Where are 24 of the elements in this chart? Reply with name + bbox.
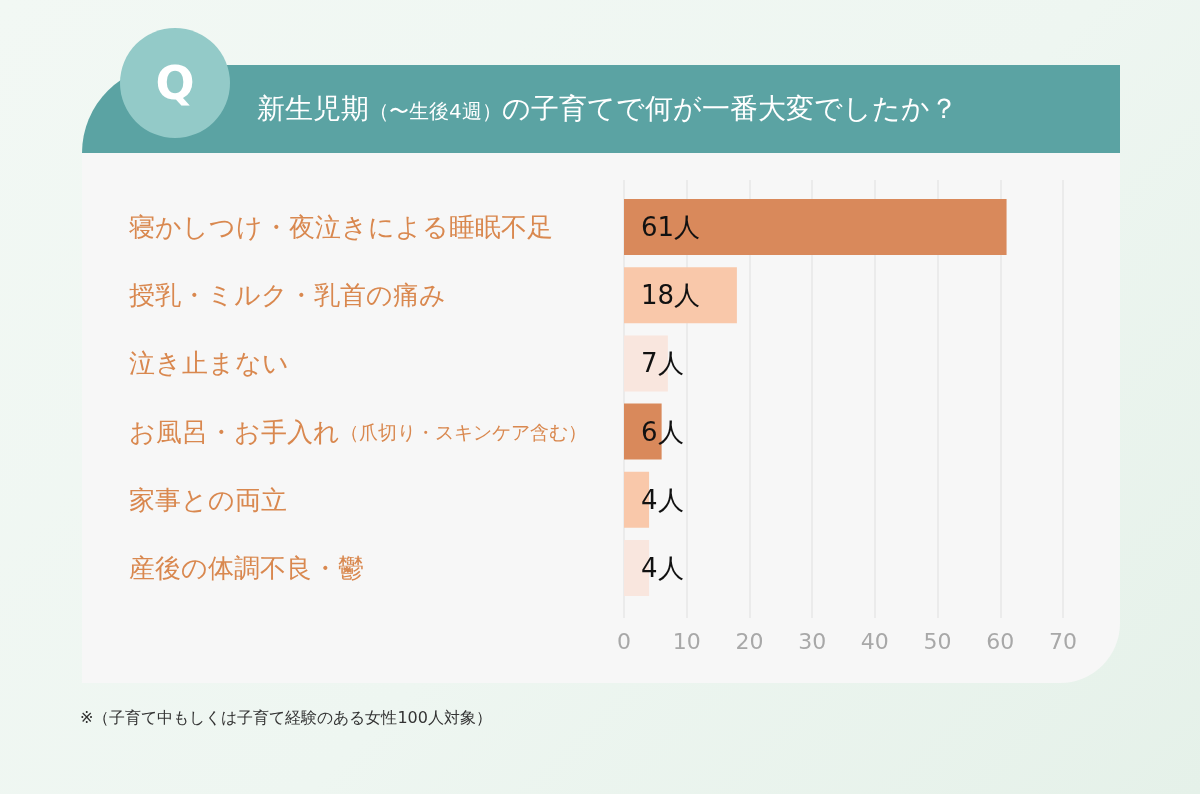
- data-label: 4人: [641, 484, 684, 515]
- text: ※（子育て中もしくは子育て経験のある女性100人対象）: [80, 707, 492, 729]
- y-tick-label: 産後の体調不良・鬱: [129, 552, 364, 583]
- x-tick-label: 0: [617, 628, 631, 654]
- data-label: 61人: [641, 212, 701, 243]
- data-label: 4人: [641, 552, 684, 583]
- y-tick-label: 授乳・ミルク・乳首の痛み: [129, 280, 446, 311]
- x-tick-label: 30: [798, 628, 827, 654]
- bar: [624, 267, 737, 324]
- bar: [624, 199, 1007, 256]
- x-tick-label: 50: [923, 628, 952, 654]
- x-tick-label: 60: [986, 628, 1015, 654]
- chart-title: 新生児期（〜生後4週）の子育てで何が一番大変でしたか？: [257, 92, 958, 125]
- x-tick-label: 40: [860, 628, 889, 654]
- y-tick-label: 寝かしつけ・夜泣きによる睡眠不足: [129, 212, 553, 243]
- x-tick-label: 20: [735, 628, 764, 654]
- y-tick-label: 家事との両立: [129, 484, 287, 515]
- y-tick-label: お風呂・お手入れ（爪切り・スキンケア含む）: [129, 416, 587, 447]
- data-label: 18人: [641, 280, 701, 311]
- text: Q: [155, 56, 195, 110]
- y-tick-label: 泣き止まない: [129, 348, 289, 379]
- x-tick-label: 70: [1049, 628, 1077, 654]
- x-tick-label: 10: [672, 628, 701, 654]
- data-label: 7人: [641, 348, 684, 379]
